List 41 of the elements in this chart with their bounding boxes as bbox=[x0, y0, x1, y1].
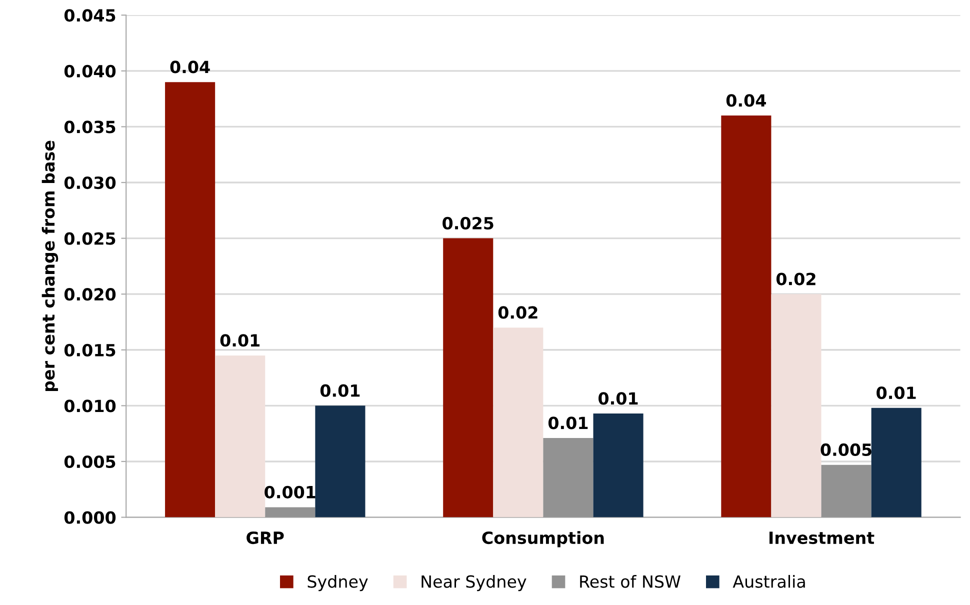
legend-label: Rest of NSW bbox=[580, 574, 680, 588]
y-tick-label: 0.035 bbox=[64, 120, 116, 134]
data-label: 0.01 bbox=[320, 384, 360, 397]
bar bbox=[493, 328, 544, 518]
data-label: 0.04 bbox=[726, 94, 766, 107]
legend-label: Near Sydney bbox=[422, 574, 526, 592]
bar bbox=[215, 355, 266, 518]
y-tick-label: 0.020 bbox=[64, 288, 116, 301]
bar bbox=[771, 294, 822, 518]
y-tick-label: 0.025 bbox=[64, 232, 116, 245]
legend-label: Australia bbox=[732, 574, 805, 588]
x-tick-label: GRP bbox=[246, 531, 284, 544]
bar bbox=[821, 464, 872, 518]
bar bbox=[315, 406, 366, 518]
bar bbox=[265, 507, 316, 518]
bar bbox=[871, 408, 922, 518]
y-tick-label: 0.000 bbox=[64, 511, 116, 524]
y-tick-label: 0.015 bbox=[64, 344, 116, 356]
data-label: 0.02 bbox=[776, 272, 816, 286]
y-tick-label: 0.030 bbox=[64, 176, 116, 190]
data-label: 0.01 bbox=[876, 386, 916, 400]
data-label: 0.01 bbox=[220, 334, 260, 347]
data-label: 0.01 bbox=[548, 416, 588, 430]
bar bbox=[443, 238, 494, 518]
y-tick-label: 0.045 bbox=[64, 9, 116, 22]
y-tick-label: 0.010 bbox=[64, 400, 116, 412]
bar bbox=[165, 82, 216, 518]
bar bbox=[593, 413, 644, 518]
bar bbox=[721, 116, 772, 518]
y-tick-label: 0.040 bbox=[64, 64, 116, 78]
data-label: 0.01 bbox=[598, 392, 638, 405]
x-tick-label: Consumption bbox=[482, 531, 604, 548]
y-tick-label: 0.005 bbox=[64, 455, 116, 468]
bar bbox=[543, 438, 594, 518]
y-axis-title: per cent change from base bbox=[42, 140, 58, 392]
data-label: 0.025 bbox=[442, 216, 494, 230]
data-label: 0.04 bbox=[170, 60, 210, 74]
data-label: 0.02 bbox=[498, 306, 538, 319]
data-label: 0.005 bbox=[820, 443, 872, 456]
legend-label: Sydney bbox=[308, 574, 368, 592]
x-tick-label: Investment bbox=[769, 532, 874, 544]
